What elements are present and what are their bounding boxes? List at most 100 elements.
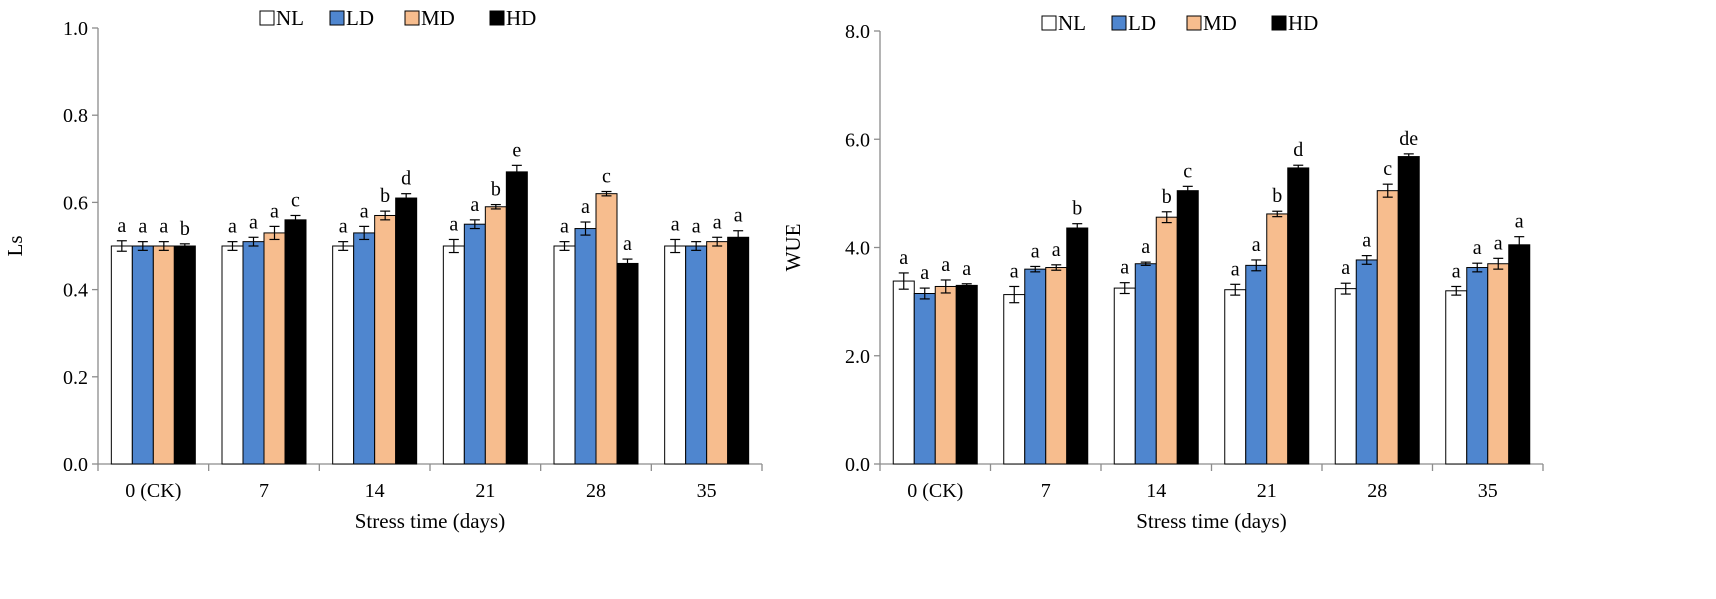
bar-hd	[1397, 156, 1420, 465]
significance-label: b	[180, 218, 190, 240]
bar-nl	[1445, 290, 1468, 465]
significance-label: a	[138, 216, 147, 238]
bar-md	[706, 241, 729, 465]
significance-label: a	[339, 216, 348, 238]
significance-label: a	[1052, 239, 1061, 261]
bar-md	[595, 193, 618, 465]
x-tick-label: 0 (CK)	[907, 480, 963, 502]
significance-label: a	[1120, 257, 1129, 279]
bar-ld	[913, 293, 936, 465]
bar-ld	[1466, 267, 1489, 465]
significance-label: a	[449, 213, 458, 235]
bar-nl	[1003, 294, 1026, 465]
x-tick-label: 21	[1257, 480, 1277, 502]
legend-swatch-ld	[1111, 15, 1127, 31]
x-axis-title: Stress time (days)	[355, 509, 505, 533]
bar-nl	[1334, 288, 1357, 465]
bar-nl	[221, 245, 244, 465]
legend-swatch-hd	[1271, 15, 1287, 31]
significance-label: a	[1010, 260, 1019, 282]
x-tick-label: 7	[1041, 480, 1051, 502]
significance-label: a	[1141, 236, 1150, 258]
bar-ld	[353, 232, 376, 465]
significance-label: a	[1515, 211, 1524, 233]
significance-label: c	[1183, 160, 1192, 182]
bar-md	[484, 206, 507, 465]
significance-label: a	[1231, 258, 1240, 280]
legend-swatch-hd	[489, 10, 505, 26]
legend-swatch-md	[404, 10, 420, 26]
bar-ld	[242, 241, 265, 465]
significance-label: a	[1473, 237, 1482, 259]
y-tick-label: 4.0	[845, 238, 870, 260]
significance-label: a	[159, 216, 168, 238]
bar-hd	[616, 262, 639, 465]
y-tick-label: 0.6	[63, 192, 88, 214]
y-tick-label: 0.2	[63, 367, 88, 389]
x-tick-label: 0 (CK)	[125, 480, 181, 502]
y-tick-label: 0.0	[63, 454, 88, 476]
y-tick-label: 2.0	[845, 346, 870, 368]
legend-label-hd: HD	[506, 6, 536, 30]
x-tick-label: 21	[475, 480, 495, 502]
bar-md	[1376, 190, 1399, 465]
bar-hd	[727, 236, 750, 465]
bar-hd	[1176, 190, 1199, 465]
bar-nl	[664, 245, 687, 465]
bar-nl	[892, 280, 915, 465]
legend-label-ld: LD	[346, 6, 374, 30]
significance-label: d	[1293, 139, 1303, 161]
significance-label: a	[1494, 232, 1503, 254]
significance-label: e	[512, 139, 521, 161]
chart-panel-ls: 0.0 0.2 0.4 0.6 0.8 1.0 0 (CK) 7 14 21 28 35 Stress …	[3, 6, 763, 533]
significance-label: b	[380, 185, 390, 207]
significance-label: a	[560, 216, 569, 238]
bar-ld	[1024, 268, 1047, 465]
y-tick-label: 6.0	[845, 129, 870, 151]
bar-ld	[463, 223, 486, 465]
bar-hd	[173, 245, 196, 465]
significance-label: d	[401, 168, 411, 190]
y-tick-label: 1.0	[63, 18, 88, 40]
bar-nl	[1113, 287, 1136, 465]
legend-swatch-nl	[259, 10, 275, 26]
x-tick-label: 7	[259, 480, 269, 502]
bar-nl	[110, 245, 133, 465]
significance-label: b	[1272, 185, 1282, 207]
significance-label: a	[1341, 257, 1350, 279]
x-tick-label: 28	[586, 480, 606, 502]
x-tick-label: 28	[1367, 480, 1387, 502]
x-tick-label: 35	[697, 480, 717, 502]
significance-label: a	[228, 216, 237, 238]
y-tick-label: 0.8	[63, 105, 88, 127]
bar-md	[263, 232, 286, 465]
y-tick-label: 0.4	[63, 280, 88, 302]
significance-label: a	[920, 262, 929, 284]
bar-ld	[1134, 263, 1157, 465]
bar-ld	[1355, 259, 1378, 465]
bar-md	[374, 214, 397, 465]
bar-md	[1487, 263, 1510, 465]
bar-hd	[1287, 167, 1310, 465]
significance-label: a	[270, 200, 279, 222]
significance-label: c	[602, 166, 611, 188]
significance-label: a	[671, 213, 680, 235]
significance-label: a	[470, 194, 479, 216]
legend-label-nl: NL	[1058, 11, 1086, 35]
significance-label: a	[941, 254, 950, 276]
significance-label: a	[1452, 260, 1461, 282]
bar-ld	[131, 245, 154, 465]
bar-nl	[553, 245, 576, 465]
bar-hd	[955, 284, 978, 465]
bar-md	[1045, 267, 1068, 465]
significance-label: a	[581, 196, 590, 218]
bar-nl	[332, 245, 355, 465]
bar-md	[1155, 216, 1178, 465]
bar-md	[934, 285, 957, 465]
significance-label: de	[1399, 128, 1418, 150]
significance-label: b	[1162, 186, 1172, 208]
significance-label: a	[713, 211, 722, 233]
significance-label: a	[962, 258, 971, 280]
